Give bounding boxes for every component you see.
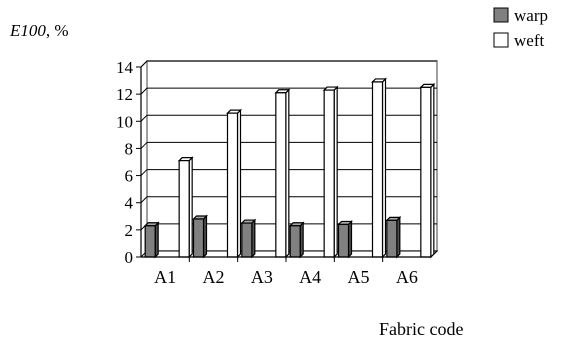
x-axis-label: Fabric code (379, 319, 463, 339)
bar-weft-A6 (419, 82, 436, 259)
grid-line-diag (140, 196, 148, 204)
bar-weft-A1 (177, 156, 194, 259)
y-axis-top-edge (140, 60, 148, 68)
grid-line-diag (140, 142, 148, 149)
x-tick-label: A4 (299, 267, 321, 287)
grid-line-diag (140, 114, 148, 122)
bars (143, 77, 436, 259)
bar-front (241, 222, 253, 258)
bar-warp-A2 (192, 214, 208, 259)
bar-front (371, 81, 384, 258)
x-tick-label: A5 (348, 267, 370, 287)
y-tick-label: 12 (116, 85, 133, 104)
y-tick-label: 2 (125, 221, 134, 240)
legend-label-weft: weft (514, 31, 544, 50)
legend-label-warp: warp (514, 6, 548, 25)
bar-front (192, 218, 205, 258)
bar-front (144, 225, 156, 258)
bar-warp-A6 (385, 215, 402, 259)
y-tick-label: 4 (125, 194, 134, 213)
y-tick-label: 8 (125, 139, 134, 158)
bar-front (323, 89, 335, 258)
bar-weft-A2 (226, 108, 242, 259)
bar-weft-A3 (274, 88, 291, 259)
x-tick-label: A1 (154, 267, 176, 287)
bar-front (289, 225, 301, 258)
bar-front (420, 86, 432, 258)
bar-front (178, 160, 190, 258)
y-tick-label: 0 (125, 248, 134, 267)
bar-weft-A5 (371, 77, 387, 259)
bar-weft-A4 (322, 85, 339, 259)
bar-front (226, 112, 239, 258)
y-axis-label: E100, % (9, 21, 69, 40)
y-tick-label: 6 (125, 167, 134, 186)
grid-line-diag (140, 87, 148, 95)
legend-swatch-warp (493, 7, 509, 23)
x-tick-label: A6 (396, 267, 418, 287)
legend-swatch-weft (493, 32, 509, 48)
bar-front (386, 219, 398, 258)
x-axis-end-edge (430, 250, 438, 258)
axes (136, 60, 438, 262)
y-tick-label: 10 (116, 112, 133, 131)
bar-front (275, 92, 287, 258)
bar-warp-A5 (337, 219, 353, 259)
grid-line-diag (140, 169, 148, 176)
x-tick-label: A3 (251, 267, 273, 287)
bar-warp-A3 (240, 218, 257, 259)
bar-warp-A4 (288, 221, 305, 259)
x-tick-labels: A1 A2 A3 A4 A5 A6 (154, 267, 418, 287)
y-tick-labels: 0 2 4 6 8 10 12 14 (116, 58, 134, 267)
legend: warp weft (493, 6, 548, 50)
x-tick-label: A2 (203, 267, 225, 287)
bar-front (337, 223, 350, 258)
bar-warp-A1 (143, 221, 160, 259)
y-tick-label: 14 (116, 58, 134, 77)
